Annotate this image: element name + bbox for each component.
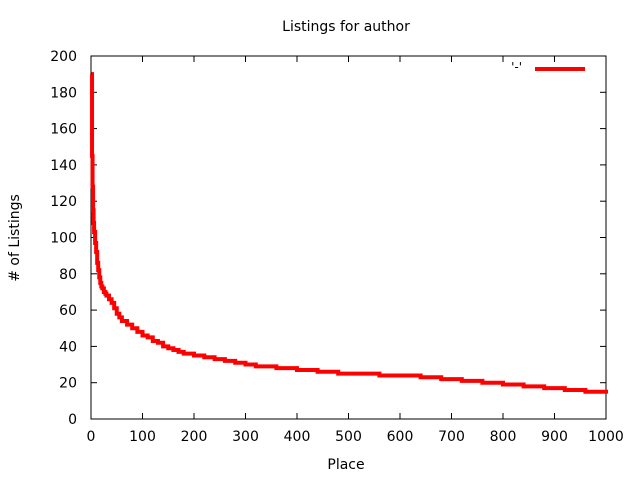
y-axis-label: # of Listings xyxy=(7,194,23,282)
chart-title: Listings for author xyxy=(282,19,410,35)
x-tick-label: 500 xyxy=(335,429,362,445)
x-tick-label: 900 xyxy=(541,429,568,445)
x-axis-label: Place xyxy=(327,457,364,473)
series-group xyxy=(90,72,608,394)
y-tick-label: 200 xyxy=(50,49,77,65)
x-tick-label: 100 xyxy=(129,429,156,445)
y-tick-label: 0 xyxy=(68,412,77,428)
y-tick-label: 40 xyxy=(59,339,77,355)
axis-ticks xyxy=(90,55,607,420)
plot-area xyxy=(90,55,607,420)
legend: '-' xyxy=(511,60,585,74)
x-tick-label: 0 xyxy=(87,429,96,445)
y-tick-label: 180 xyxy=(50,85,77,101)
legend-label: '-' xyxy=(511,60,522,74)
x-tick-label: 300 xyxy=(232,429,259,445)
y-tick-label: 80 xyxy=(59,267,77,283)
x-tick-label: 200 xyxy=(181,429,208,445)
x-tick-label: 1000 xyxy=(588,429,624,445)
y-tick-label: 140 xyxy=(50,158,77,174)
y-tick-label: 60 xyxy=(59,303,77,319)
x-tick-label: 400 xyxy=(284,429,311,445)
y-tick-label: 20 xyxy=(59,376,77,392)
x-tick-label: 700 xyxy=(438,429,465,445)
y-tick-label: 160 xyxy=(50,122,77,138)
x-tick-label: 800 xyxy=(490,429,517,445)
series-line xyxy=(90,72,608,394)
y-tick-label: 120 xyxy=(50,194,77,210)
y-tick-labels: 0 20 40 60 80 100 120 140 160 180 200 xyxy=(50,49,77,428)
x-tick-labels: 0 100 200 300 400 500 600 700 800 900 1000 xyxy=(87,429,624,445)
y-tick-label: 100 xyxy=(50,231,77,247)
x-tick-label: 600 xyxy=(387,429,414,445)
